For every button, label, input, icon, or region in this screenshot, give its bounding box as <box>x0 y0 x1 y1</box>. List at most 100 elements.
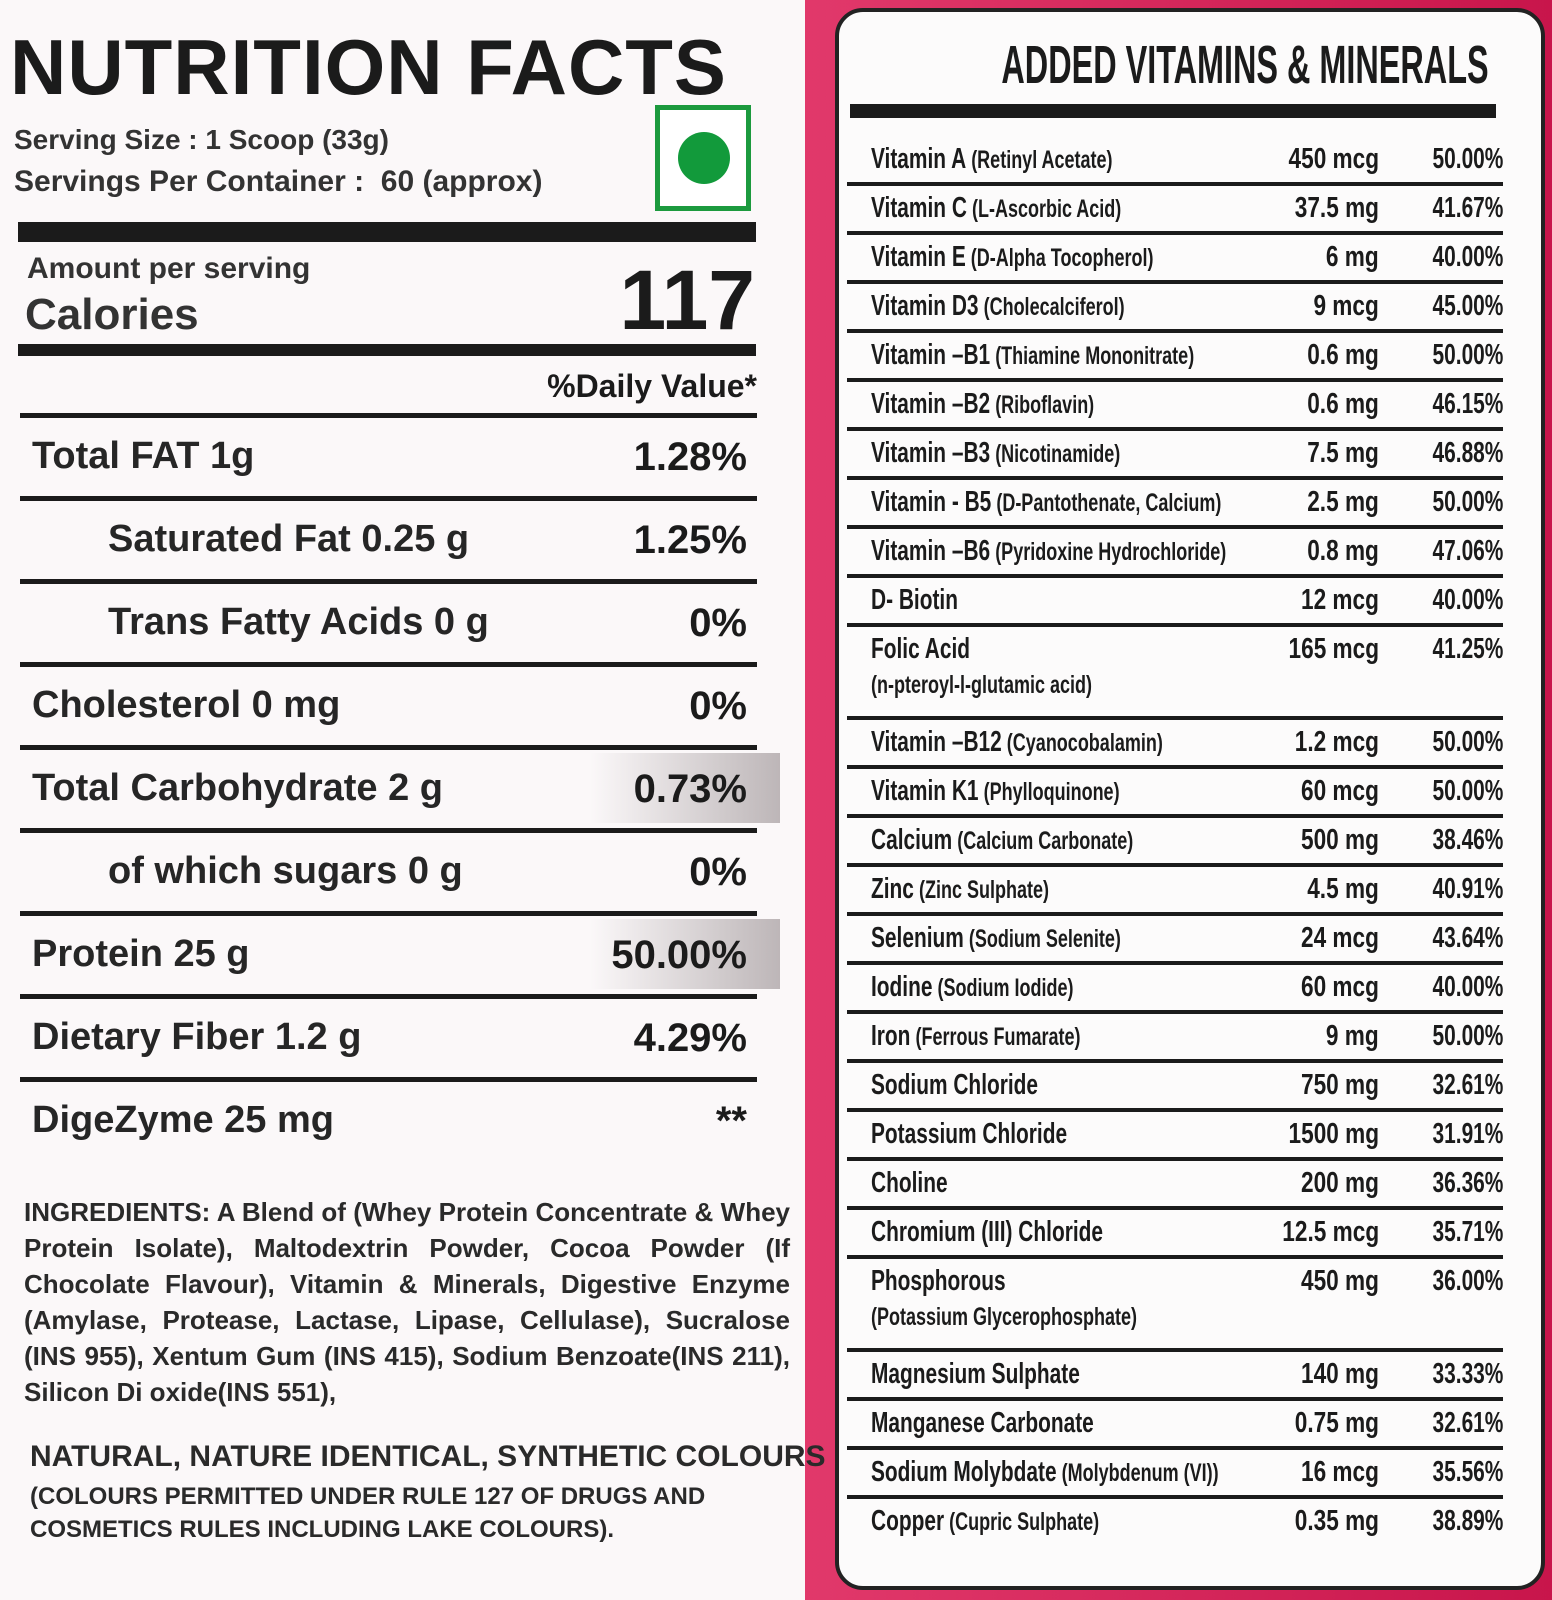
nutrient-name: Selenium <box>871 922 964 954</box>
amount-cell: 37.5 mg <box>1295 194 1379 223</box>
amount: 500 mg <box>1301 824 1379 856</box>
amount: 140 mg <box>1301 1358 1379 1390</box>
name-cell: Chromium (III) Chloride <box>871 1218 1103 1247</box>
amount-cell: 500 mg <box>1301 826 1379 855</box>
amount-cell: 9 mcg <box>1314 292 1379 321</box>
nutrient-note: (Pyridoxine Hydrochloride) <box>995 538 1227 566</box>
dv-cell: 50.00% <box>1432 488 1503 517</box>
dv-cell: 40.00% <box>1432 973 1503 1002</box>
row-rule <box>847 231 1503 235</box>
amount-cell: 6 mg <box>1326 243 1379 272</box>
nutrient-note: (Cholecalciferol) <box>983 293 1125 321</box>
note-cell: (Potassium Glycerophosphate) <box>871 1305 1137 1330</box>
dv-cell: 35.71% <box>1432 1218 1503 1247</box>
daily-value: 41.67% <box>1432 192 1503 224</box>
row-rule <box>20 745 757 750</box>
amount: 165 mcg <box>1288 633 1379 665</box>
rule <box>18 344 756 356</box>
nutrient-name: Chromium (III) Chloride <box>871 1216 1103 1248</box>
nutrient-name: Copper <box>871 1505 945 1537</box>
name-cell: Vitamin - B5 (D-Pantothenate, Calcium) <box>871 488 1221 517</box>
amount: 24 mcg <box>1301 922 1379 954</box>
colours-note: (COLOURS PERMITTED UNDER RULE 127 OF DRU… <box>30 1483 706 1543</box>
nutrient-name: Vitamin K1 <box>871 775 979 807</box>
row-rule <box>847 1010 1503 1014</box>
amount: 2.5 mg <box>1307 486 1379 518</box>
nutrient-name: Vitamin –B2 <box>871 388 991 420</box>
row-rule <box>847 525 1503 529</box>
name-cell: Calcium (Calcium Carbonate) <box>871 826 1133 855</box>
daily-value: 45.00% <box>1432 290 1503 322</box>
name-cell: Choline <box>871 1169 948 1198</box>
nutrient-name: Folic Acid <box>871 633 970 665</box>
dv-cell: 36.36% <box>1432 1169 1503 1198</box>
title: NUTRITION FACTS <box>10 23 727 111</box>
amount: 0.8 mg <box>1307 535 1379 567</box>
daily-value: 35.56% <box>1432 1456 1503 1488</box>
nutrient-daily-value: 0% <box>689 601 747 645</box>
nutrient-label: Total FAT 1g <box>32 435 255 477</box>
amount-cell: 0.75 mg <box>1295 1409 1379 1438</box>
name-cell: Selenium (Sodium Selenite) <box>871 924 1121 953</box>
nutrient-label: Protein 25 g <box>32 933 250 975</box>
nutrient-name: Calcium <box>871 824 953 856</box>
nutrient-note: (Ferrous Fumarate) <box>915 1023 1081 1051</box>
name-cell: Potassium Chloride <box>871 1120 1067 1149</box>
nutrient-note: (D-Pantothenate, Calcium) <box>996 489 1222 517</box>
daily-value: 50.00% <box>1432 1020 1503 1052</box>
amount-cell: 0.6 mg <box>1307 390 1379 419</box>
nutrient-label: Dietary Fiber 1.2 g <box>32 1016 362 1058</box>
daily-value: 47.06% <box>1432 535 1503 567</box>
amount: 4.5 mg <box>1307 873 1379 905</box>
daily-value: 40.00% <box>1432 241 1503 273</box>
daily-value: 50.00% <box>1432 339 1503 371</box>
nutrient-name: Vitamin –B1 <box>871 339 991 371</box>
amount-cell: 200 mg <box>1301 1169 1379 1198</box>
servings-per-container: Servings Per Container : 60 (approx) <box>14 165 543 198</box>
nutrient-name: Vitamin A <box>871 143 967 175</box>
row-rule <box>847 574 1503 578</box>
row-rule <box>847 1495 1503 1499</box>
daily-value: 46.15% <box>1432 388 1503 420</box>
name-cell: Vitamin –B3 (Nicotinamide) <box>871 439 1120 468</box>
row-rule <box>847 329 1503 333</box>
row-rule <box>847 427 1503 431</box>
nutrient-name: Choline <box>871 1167 948 1199</box>
amount-cell: 0.6 mg <box>1307 341 1379 370</box>
row-rule <box>847 476 1503 480</box>
row-rule <box>847 1108 1503 1112</box>
row-rule <box>847 765 1503 769</box>
nutrient-note: (Nicotinamide) <box>995 440 1121 468</box>
name-cell: Vitamin –B1 (Thiamine Mononitrate) <box>871 341 1194 370</box>
row-rule <box>847 623 1503 627</box>
daily-value: 40.91% <box>1432 873 1503 905</box>
highlight <box>590 753 780 823</box>
nutrient-name: Sodium Chloride <box>871 1069 1039 1101</box>
daily-value: 41.25% <box>1432 633 1503 665</box>
nutrient-daily-value: 50.00% <box>611 933 747 977</box>
nutrient-note: (Zinc Sulphate) <box>918 876 1049 904</box>
amount-cell: 2.5 mg <box>1307 488 1379 517</box>
daily-value-header: %Daily Value* <box>547 368 757 404</box>
amount-cell: 60 mcg <box>1301 973 1379 1002</box>
amount-cell: 0.35 mg <box>1295 1507 1379 1536</box>
amount: 60 mcg <box>1301 775 1379 807</box>
row-rule <box>847 814 1503 818</box>
amount-cell: 140 mg <box>1301 1360 1379 1389</box>
dv-cell: 35.56% <box>1432 1458 1503 1487</box>
amount-cell: 12 mcg <box>1301 586 1379 615</box>
amount: 12 mcg <box>1301 584 1379 616</box>
name-cell: Vitamin E (D-Alpha Tocopherol) <box>871 243 1153 272</box>
row-rule <box>847 182 1503 186</box>
amount: 7.5 mg <box>1307 437 1379 469</box>
dv-cell: 50.00% <box>1432 1022 1503 1051</box>
row-rule <box>847 912 1503 916</box>
dv-cell: 50.00% <box>1432 728 1503 757</box>
daily-value: 50.00% <box>1432 143 1503 175</box>
name-cell: Vitamin K1 (Phylloquinone) <box>871 777 1120 806</box>
nutrient-note: (Potassium Glycerophosphate) <box>871 1303 1138 1331</box>
name-cell: Vitamin D3 (Cholecalciferol) <box>871 292 1125 321</box>
row-rule <box>20 911 757 916</box>
highlight <box>590 919 780 989</box>
amount: 450 mcg <box>1288 143 1379 175</box>
